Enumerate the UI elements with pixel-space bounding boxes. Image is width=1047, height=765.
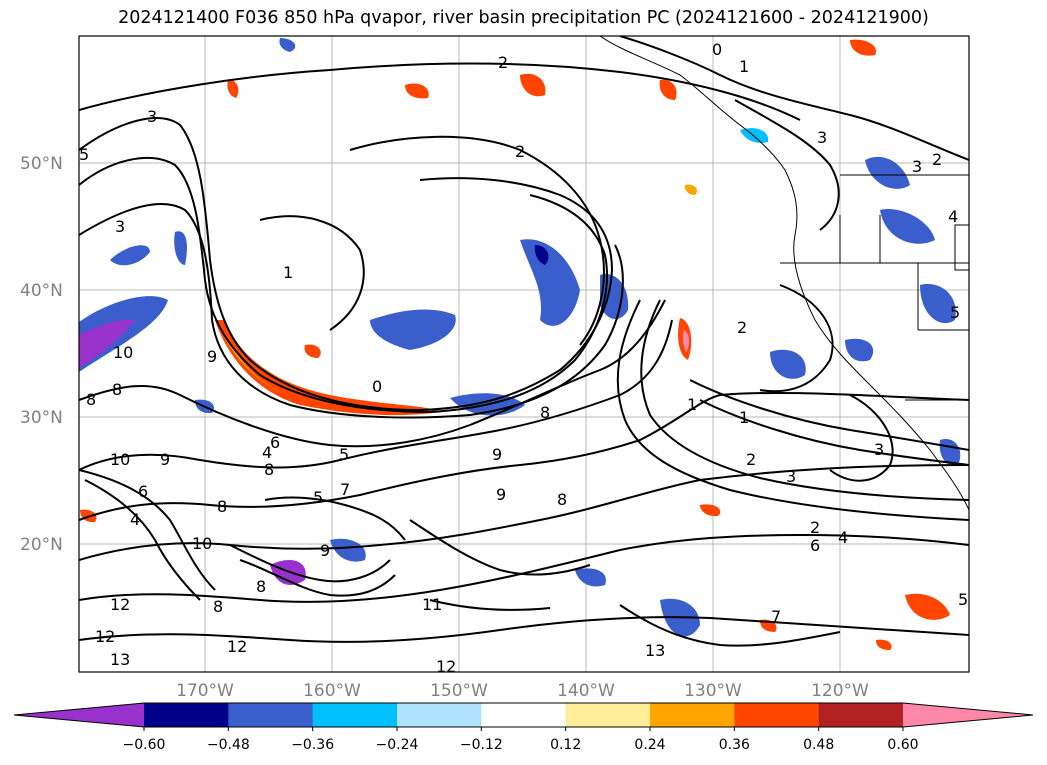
contour-label: 5 (79, 145, 89, 164)
contour-label: 1 (687, 395, 697, 414)
colorbar-segment (650, 703, 735, 727)
contour-label: 1 (739, 408, 749, 427)
contour-label: 5 (958, 590, 968, 609)
lat-label-20n: 20°N (20, 535, 63, 555)
colorbar-segment (565, 703, 651, 727)
contour-label: 2 (515, 142, 525, 161)
colorbar-segment (818, 703, 904, 727)
qvapor-contours (79, 36, 969, 647)
contour-label: 2 (498, 53, 508, 72)
latitude-labels: 50°N 40°N 30°N 20°N (20, 154, 63, 555)
contour-label: 6 (138, 482, 148, 501)
contour-label: 2 (746, 450, 756, 469)
contour-label: 2 (810, 518, 820, 537)
contour-label: 0 (372, 377, 382, 396)
contour-label: 4 (130, 510, 140, 529)
lat-label-50n: 50°N (20, 154, 63, 174)
colorbar-segment (312, 703, 398, 727)
lat-label-30n: 30°N (20, 408, 63, 428)
contour-label: 12 (436, 657, 456, 676)
map-title: 2024121400 F036 850 hPa qvapor, river ba… (118, 8, 929, 28)
contour-label: 5 (313, 488, 323, 507)
contour-label: 4 (262, 443, 272, 462)
colorbar-extend-high (903, 703, 1033, 727)
contour-label: 13 (110, 650, 130, 669)
lon-label-170w: 170°W (176, 681, 234, 701)
contour-label: 5 (339, 445, 349, 464)
plot-frame (78, 35, 970, 673)
contour-label: 10 (192, 534, 212, 553)
contour-label: 3 (912, 157, 922, 176)
lat-label-40n: 40°N (20, 281, 63, 301)
contour-label: 9 (496, 485, 506, 504)
contour-label: 8 (540, 403, 550, 422)
contour-label: 11 (422, 595, 442, 614)
contour-label: 8 (112, 380, 122, 399)
contour-label: 8 (86, 390, 96, 409)
colorbar-tick-label: 0.12 (550, 737, 581, 753)
contour-label: 9 (207, 347, 217, 366)
lon-label-140w: 140°W (557, 681, 615, 701)
colorbar-segment (228, 703, 314, 727)
contour-label: 4 (948, 207, 958, 226)
contour-label: 10 (110, 450, 130, 469)
contour-label: 6 (810, 536, 820, 555)
colorbar-tick-label: 0.60 (887, 737, 918, 753)
longitude-labels: 170°W 160°W 150°W 140°W 130°W 120°W (176, 681, 869, 701)
contour-label: 7 (340, 480, 350, 499)
contour-label: 12 (95, 627, 115, 646)
contour-label: 9 (492, 445, 502, 464)
colorbar-tick-label: 0.24 (634, 737, 665, 753)
contour-label: 1 (283, 263, 293, 282)
contour-label: 0 (712, 40, 722, 59)
plot-area (79, 36, 969, 672)
contour-label: 3 (874, 440, 884, 459)
colorbar: −0.60 −0.48 −0.36 −0.24 −0.12 0.12 0.24 0.36 0.4… (13, 702, 1034, 753)
colorbar-segment (397, 703, 482, 727)
contour-label: 7 (771, 607, 781, 626)
contour-label: 2 (932, 150, 942, 169)
contour-label: 1 (739, 57, 749, 76)
contour-label: 3 (115, 217, 125, 236)
contour-label: 9 (320, 541, 330, 560)
colorbar-tick-label: −0.60 (123, 737, 166, 753)
contour-label: 6 (270, 433, 280, 452)
contour-label: 5 (950, 303, 960, 322)
contour-labels: 2 1 0 3 2 3 3 1 0 2 1 1 5 10 8 9 8 10 9 … (79, 40, 968, 676)
contour-label: 8 (256, 577, 266, 596)
contour-label: 3 (786, 467, 796, 486)
contour-label: 3 (147, 107, 157, 126)
colorbar-segment (734, 703, 820, 727)
contour-label: 8 (557, 490, 567, 509)
lon-label-160w: 160°W (303, 681, 361, 701)
colorbar-tick-label: −0.12 (460, 737, 503, 753)
lon-label-130w: 130°W (684, 681, 742, 701)
contour-label: 3 (817, 128, 827, 147)
colorbar-tick-label: −0.48 (207, 737, 250, 753)
contour-label: 12 (227, 637, 247, 656)
contour-label: 10 (113, 343, 133, 362)
contour-label: 8 (264, 460, 274, 479)
contour-label: 9 (160, 450, 170, 469)
lon-label-120w: 120°W (811, 681, 869, 701)
colorbar-tick-label: −0.24 (376, 737, 419, 753)
colorbar-tick-label: 0.36 (719, 737, 750, 753)
contour-label: 8 (217, 497, 227, 516)
contour-label: 13 (645, 641, 665, 660)
contour-label: 12 (110, 595, 130, 614)
colorbar-segment (481, 703, 567, 727)
contour-label: 4 (838, 528, 848, 547)
positive-pc-regions (80, 39, 950, 650)
colorbar-tick-label: 0.48 (803, 737, 834, 753)
coastlines (599, 36, 969, 511)
lon-label-150w: 150°W (430, 681, 488, 701)
negative-pc-regions (79, 38, 961, 637)
colorbar-segment (144, 703, 229, 727)
colorbar-tick-label: −0.36 (291, 737, 334, 753)
contour-label: 8 (213, 597, 223, 616)
colorbar-extend-low (14, 703, 144, 727)
contour-label: 2 (737, 318, 747, 337)
